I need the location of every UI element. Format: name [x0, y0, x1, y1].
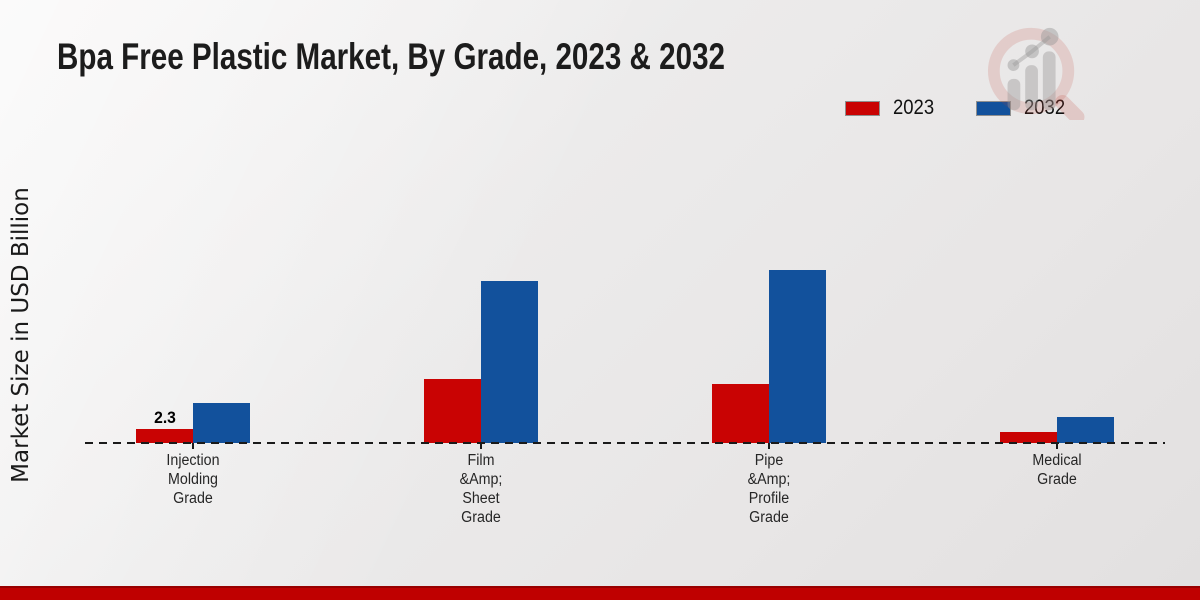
- x-tick-label-medical-grade: Medical Grade: [1032, 452, 1082, 488]
- legend-label-2023: 2023: [893, 96, 935, 119]
- bar-value-label: 2.3: [153, 408, 176, 427]
- x-axis-baseline: [85, 442, 1165, 444]
- legend-label-2032: 2032: [1024, 96, 1065, 120]
- x-tick-label-film-amp-sheet-grade: Film &Amp; Sheet Grade: [459, 452, 503, 526]
- bar-2023-medical-grade: [1000, 432, 1057, 443]
- brand-logo-magnifier-chart-icon: [987, 27, 1085, 120]
- legend-item-2032: 2032: [975, 96, 1071, 120]
- bar-2032-pipe-amp-profile-grade: [769, 270, 826, 443]
- footer-accent-bar: [0, 586, 1200, 600]
- bar-2023-injection-molding-grade: [136, 429, 193, 443]
- bar-2032-injection-molding-grade: [193, 403, 250, 443]
- x-tick-label-injection-molding-grade: Injection Molding Grade: [166, 452, 220, 507]
- bar-2032-film-amp-sheet-grade: [481, 281, 538, 443]
- x-axis-tick: [1056, 443, 1058, 449]
- bar-2032-medical-grade: [1057, 417, 1114, 443]
- legend: 2023 2032: [845, 96, 1070, 120]
- legend-swatch-2032-icon: [975, 100, 1011, 116]
- chart-title: Bpa Free Plastic Market, By Grade, 2023 …: [57, 36, 725, 77]
- legend-swatch-2023-icon: [845, 100, 880, 116]
- x-tick-label-pipe-amp-profile-grade: Pipe &Amp; Profile Grade: [747, 452, 791, 526]
- x-axis-tick: [192, 443, 194, 449]
- bar-2023-pipe-amp-profile-grade: [712, 384, 769, 443]
- x-axis-tick: [768, 443, 770, 449]
- bar-2023-film-amp-sheet-grade: [424, 379, 481, 443]
- legend-item-2023: 2023: [845, 96, 940, 120]
- y-axis-label: Market Size in USD Billion: [8, 187, 34, 483]
- x-axis-tick: [480, 443, 482, 449]
